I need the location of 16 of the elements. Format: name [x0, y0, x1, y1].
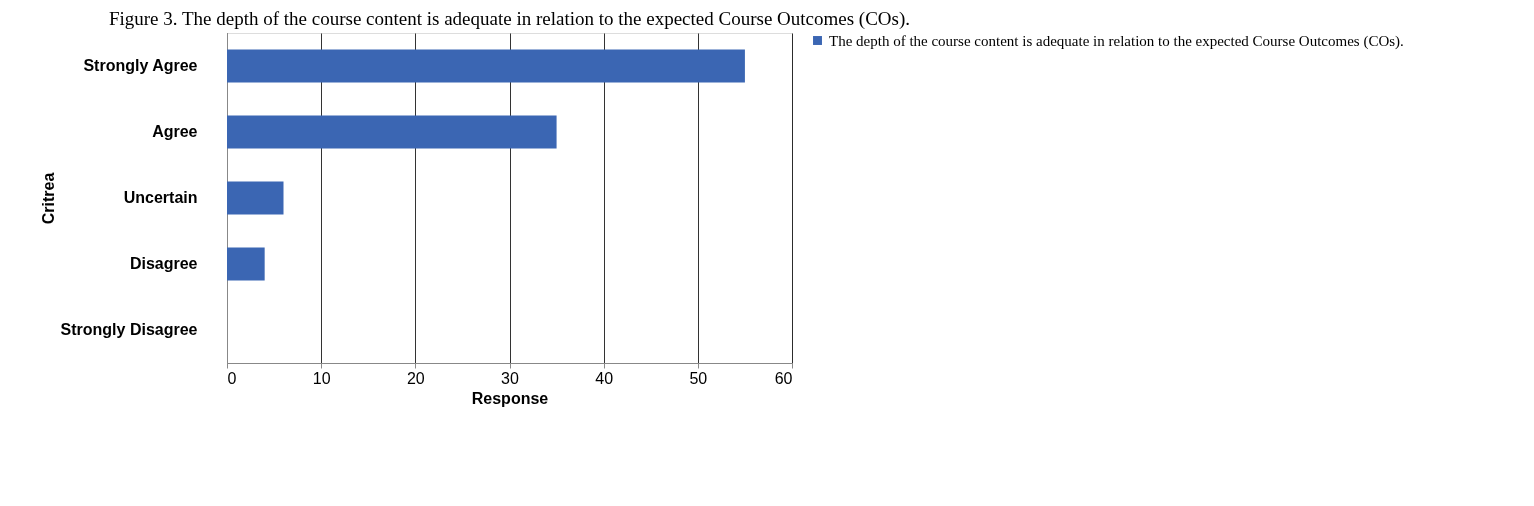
y-tick-label: Disagree — [129, 255, 198, 272]
y-tick-label: Agree — [152, 123, 198, 140]
y-tick-label: Strongly Agree — [83, 57, 198, 74]
chart-title: Figure 3. The depth of the course content is adequate in relation to the expected Course Outcomes (COs). — [108, 8, 911, 30]
x-tick-label: 60 — [774, 369, 793, 387]
x-tick-label: 30 — [501, 369, 519, 387]
x-tick-label: 20 — [406, 369, 425, 387]
y-axis-title: Critrea — [39, 172, 57, 225]
legend-label: The depth of the course content is adequate in relation to the expected Course Outcomes (COs). — [829, 32, 1404, 50]
x-tick-label: 50 — [689, 369, 708, 387]
x-tick-label: 40 — [595, 369, 614, 387]
x-axis-title: Response — [471, 389, 549, 407]
y-tick-label: Strongly Disagree — [60, 321, 198, 338]
x-tick-label: 0 — [227, 369, 237, 387]
y-tick-label: Uncertain — [123, 189, 198, 206]
x-tick-label: 10 — [312, 369, 331, 387]
